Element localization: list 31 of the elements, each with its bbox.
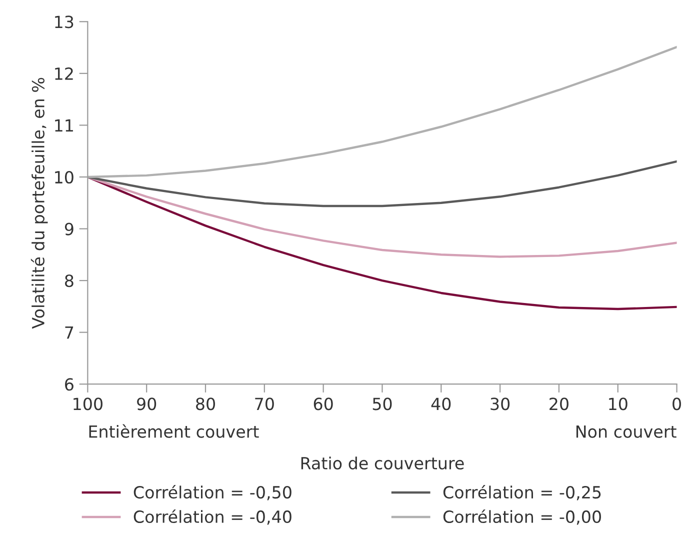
text: Non couvert (576, 425, 676, 438)
legend-label: Corrélation = -0,50 (134, 485, 292, 500)
x-tick-label: 0 (672, 398, 681, 410)
x-axis-title: Ratio de couverture (301, 456, 464, 470)
y-axis-title: Volatilité du portefeuille, en % (30, 78, 48, 329)
line-series (88, 46, 677, 178)
y-tick-label: 13 (55, 16, 74, 28)
y-tick-label: 7 (65, 326, 74, 339)
legend-label: Corrélation = -0,25 (443, 485, 601, 500)
x-tick-label: 90 (137, 398, 156, 410)
y-tick-label: 10 (55, 170, 74, 184)
x-tick-label: 70 (255, 398, 274, 410)
x-tick-label: 80 (196, 398, 215, 410)
line-series (88, 176, 677, 258)
y-tick-label: 9 (64, 222, 74, 236)
y-tick-label: 11 (55, 119, 73, 132)
y-tick-label: 12 (55, 67, 73, 80)
x-tick-label: 10 (609, 398, 628, 410)
y-tick-label: 6 (65, 378, 74, 391)
line-series (88, 160, 677, 208)
legend-label: Corrélation = -0,00 (443, 509, 601, 525)
y-tick-label: 8 (65, 274, 74, 288)
x-tick-label: 60 (314, 398, 333, 410)
x-tick-label: 100 (74, 398, 102, 410)
x-tick-label: 30 (490, 398, 510, 410)
x-tick-label: 20 (550, 398, 568, 410)
text: Entièrement couvert (89, 424, 259, 438)
x-tick-label: 40 (431, 398, 451, 410)
line-series (88, 176, 677, 310)
legend-label: Corrélation = -0,40 (134, 509, 292, 525)
x-tick-label: 50 (372, 398, 392, 410)
